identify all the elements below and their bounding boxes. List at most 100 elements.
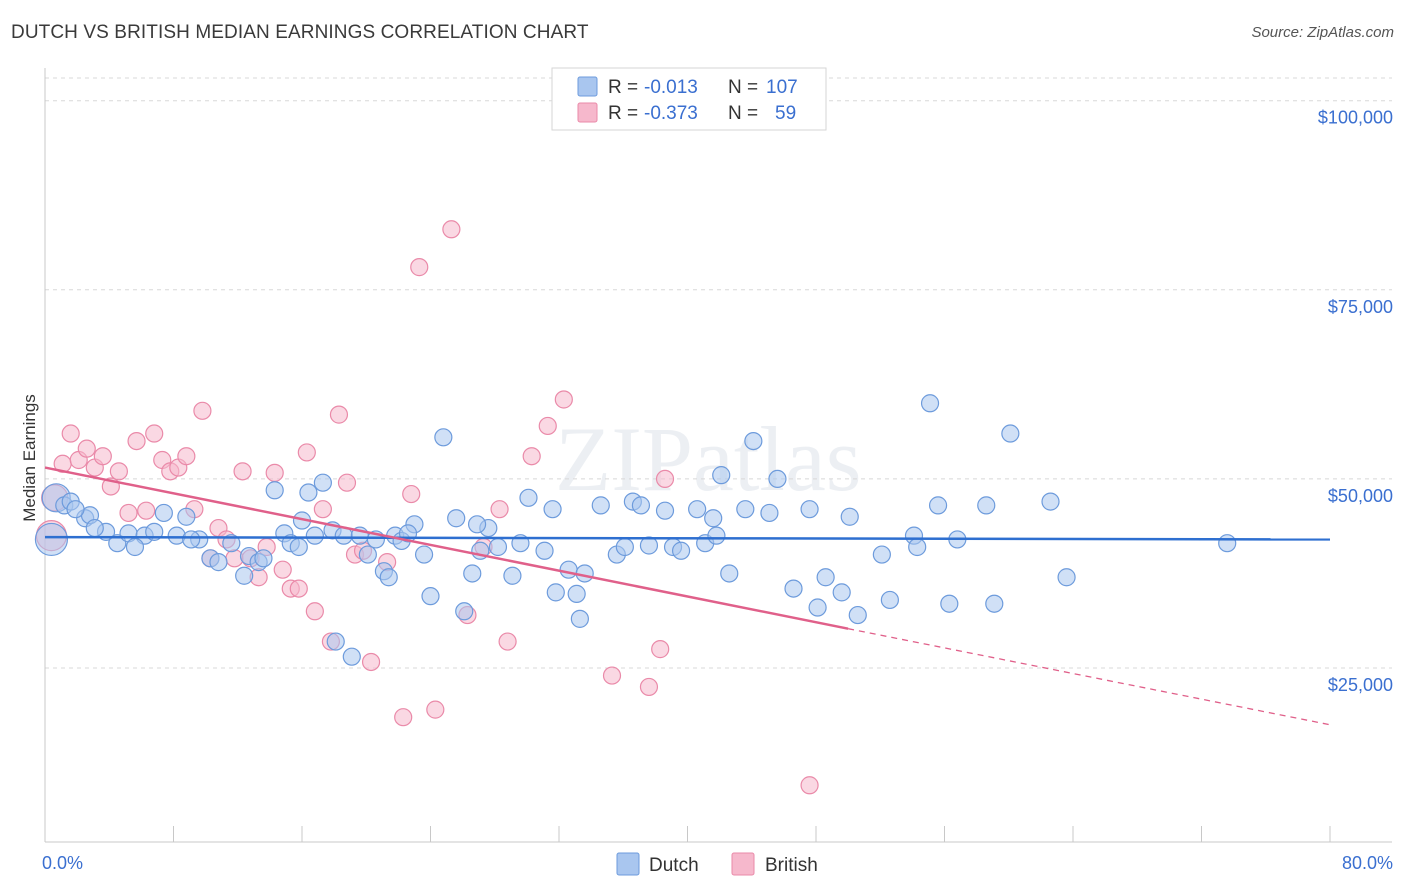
dutch-point	[707, 526, 726, 545]
dutch-point	[720, 564, 739, 583]
british-point	[233, 462, 252, 481]
british-point	[655, 469, 675, 489]
dutch-point	[880, 590, 899, 610]
british-point	[177, 447, 196, 466]
legend-dutch-swatch	[577, 76, 598, 97]
british-point	[329, 405, 349, 424]
dutch-point	[235, 566, 254, 585]
dutch-point	[85, 518, 104, 538]
y-tick-label: $50,000	[1328, 486, 1393, 506]
dutch-point	[631, 496, 651, 515]
y-tick-label: $75,000	[1328, 297, 1393, 317]
dutch-point	[639, 536, 659, 555]
dutch-point	[488, 537, 508, 557]
legend-british-r-label: R =	[608, 103, 638, 124]
watermark: ZIPatlas	[555, 408, 862, 510]
legend-british-n-label: N =	[728, 103, 758, 124]
dutch-point	[358, 545, 377, 564]
british-point	[410, 258, 429, 277]
british-trend-extension	[847, 628, 1331, 726]
dutch-point	[313, 473, 332, 492]
dutch-point	[154, 503, 173, 523]
dutch-point	[704, 509, 723, 528]
dutch-point	[222, 534, 241, 553]
british-point	[639, 677, 659, 697]
dutch-point	[34, 522, 69, 557]
british-point	[490, 500, 509, 519]
dutch-point	[535, 541, 554, 560]
dutch-point	[591, 496, 610, 515]
dutch-point	[209, 553, 228, 572]
british-point	[193, 401, 212, 420]
dutch-point	[503, 566, 522, 585]
dutch-point	[559, 560, 578, 579]
dutch-point	[1057, 568, 1076, 587]
dutch-point	[299, 483, 318, 502]
bottom-legend-british-label: British	[765, 855, 818, 876]
british-trend-line	[44, 466, 849, 630]
dutch-point	[254, 549, 273, 568]
british-point	[119, 503, 138, 523]
dutch-point	[305, 526, 324, 545]
dutch-point	[872, 545, 891, 564]
dutch-point	[125, 537, 145, 557]
british-point	[145, 424, 164, 443]
dutch-point	[832, 583, 851, 602]
dutch-point	[434, 428, 453, 447]
dutch-point	[326, 632, 345, 651]
dutch-point	[768, 469, 787, 489]
british-point	[361, 652, 381, 672]
dutch-point	[760, 503, 779, 523]
dutch-point	[379, 568, 398, 587]
dutch-point	[66, 500, 85, 519]
y-axis-label: Median Earnings	[20, 394, 39, 522]
dutch-point	[567, 584, 586, 603]
dutch-point	[920, 394, 940, 413]
british-point	[109, 462, 128, 481]
dutch-point	[848, 605, 867, 625]
legend: R = -0.013 N = 107 R = -0.373 N = 59	[551, 67, 827, 131]
legend-british-r-value: -0.373	[644, 103, 698, 124]
dutch-point	[655, 501, 675, 520]
british-point	[305, 602, 324, 621]
dutch-series	[34, 394, 1237, 666]
legend-dutch-n-value: 107	[766, 77, 798, 98]
dutch-point	[744, 431, 763, 451]
bottom-legend: Dutch British	[616, 852, 818, 876]
dutch-point	[985, 594, 1004, 613]
dutch-point	[1001, 424, 1020, 443]
dutch-point	[182, 530, 201, 549]
dutch-point	[615, 537, 634, 557]
y-tick-label: $25,000	[1328, 675, 1393, 695]
british-point	[498, 632, 517, 651]
british-point	[265, 463, 284, 482]
dutch-point	[447, 509, 466, 528]
legend-dutch-r-value: -0.013	[644, 77, 698, 98]
british-point	[93, 447, 112, 466]
dutch-point	[467, 515, 487, 534]
dutch-point	[816, 568, 835, 587]
british-point	[273, 560, 292, 579]
x-tick-label-max: 80.0%	[1342, 853, 1393, 873]
british-point	[554, 390, 573, 409]
legend-british-swatch	[577, 102, 598, 123]
british-point	[297, 443, 316, 462]
british-point	[61, 424, 80, 443]
dutch-point	[519, 488, 538, 507]
british-point	[442, 220, 461, 239]
dutch-point	[570, 609, 589, 628]
dutch-point	[289, 537, 308, 557]
chart-title: DUTCH VS BRITISH MEDIAN EARNINGS CORRELA…	[11, 22, 589, 43]
dutch-point	[1218, 534, 1237, 553]
legend-dutch-n-label: N =	[728, 77, 758, 98]
dutch-point	[977, 496, 996, 515]
bottom-legend-british-swatch	[731, 852, 755, 876]
axes: 0.0% 80.0%	[42, 68, 1393, 873]
legend-box	[551, 67, 827, 131]
dutch-point	[908, 537, 927, 557]
british-point	[538, 416, 557, 436]
dutch-point	[928, 496, 948, 515]
british-point	[77, 439, 96, 458]
dutch-point	[463, 564, 482, 583]
dutch-point	[414, 545, 434, 564]
